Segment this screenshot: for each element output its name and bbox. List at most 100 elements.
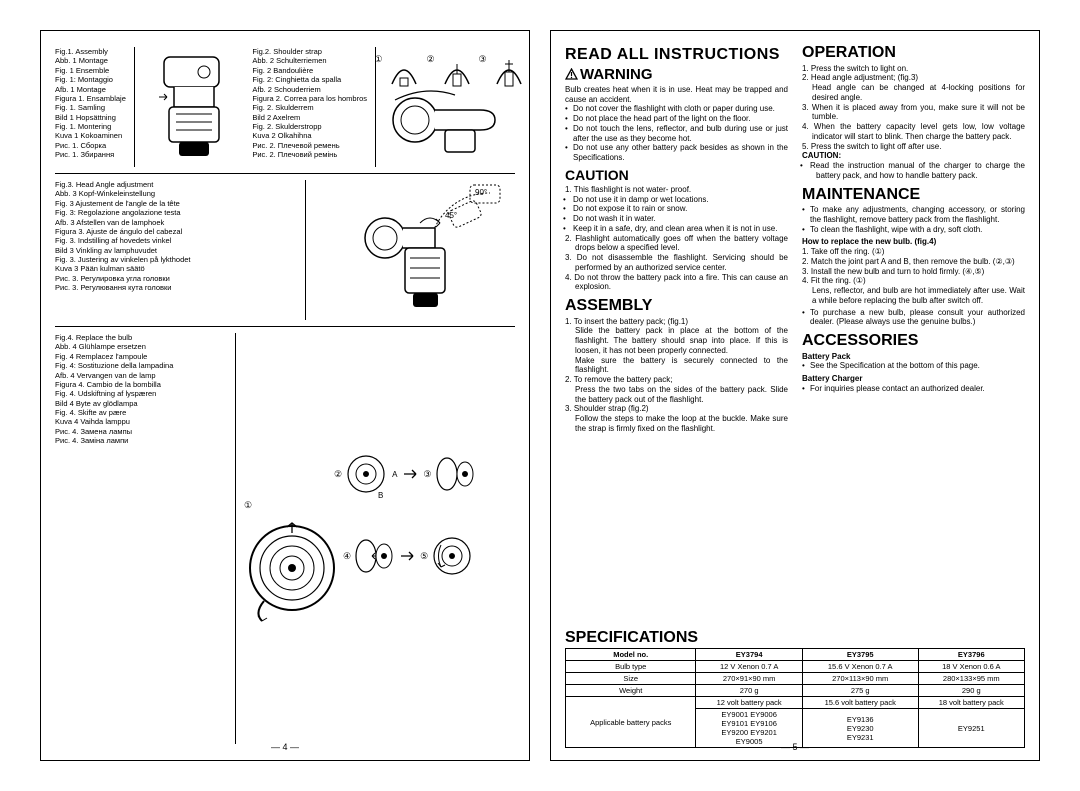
caption-line: Kuva 2 Olkahihna <box>252 131 367 140</box>
angle-45: 45° <box>445 211 457 220</box>
list-sub-item: Do not expose it to rain or snow. <box>565 204 788 214</box>
list-item: 3. Install the new bulb and turn to hold… <box>802 267 1025 277</box>
caption-line: Kuva 1 Kokoaminen <box>55 131 126 140</box>
caption-line: Fig. 3: Regolazione angolazione testa <box>55 208 297 217</box>
fig1-diagram <box>134 47 244 167</box>
caption-line: Afb. 3 Afstellen van de lamphoek <box>55 218 297 227</box>
caption-line: Fig. 3 Ajustement de l'angle de la tête <box>55 199 297 208</box>
list-item: 4. When the battery capacity level gets … <box>802 122 1025 142</box>
caption-line: Fig. 1: Montaggio <box>55 75 126 84</box>
warning-heading: WARNING <box>565 66 788 84</box>
caution-list: 1. This flashlight is not water- proof.D… <box>565 185 788 292</box>
fig4-captions: Fig.4. Replace the bulbAbb. 4 Glühlampe … <box>55 333 227 744</box>
list-item: 4. Fit the ring. (①) <box>802 276 1025 286</box>
caption-line: Abb. 1 Montage <box>55 56 126 65</box>
list-item: 1. Take off the ring. (①) <box>802 247 1025 257</box>
warning-b4: Do not use any other battery pack beside… <box>565 143 788 163</box>
caption-line: Fig. 4. Skifte av pære <box>55 408 227 417</box>
caption-line: Afb. 2 Schouderriem <box>252 85 367 94</box>
fig3-row: Fig.3. Head Angle adjustmentAbb. 3 Kopf-… <box>55 173 515 324</box>
th-3: EY3796 <box>918 649 1024 661</box>
caption-line: Fig. 2: Cinghietta da spalla <box>252 75 367 84</box>
list-item: 2. Match the joint part A and B, then re… <box>802 257 1025 267</box>
caption-line: Bild 3 Vinkling av lamphuvudet <box>55 246 297 255</box>
caption-line: Рис. 3. Регулировка угла головки <box>55 274 297 283</box>
spec-heading: SPECIFICATIONS <box>565 629 1025 647</box>
warning-b3: Do not touch the lens, reflector, and bu… <box>565 124 788 144</box>
warning-b1: Do not cover the flashlight with cloth o… <box>565 104 788 114</box>
caption-line: Fig.2. Shoulder strap <box>252 47 367 56</box>
circled-3: ③ <box>479 54 487 88</box>
page-right: READ ALL INSTRUCTIONS WARNING Bulb creat… <box>550 30 1040 761</box>
caption-line: Рис. 2. Плечовий ремінь <box>252 150 367 159</box>
label-b: B <box>378 491 383 500</box>
fig4-row: Fig.4. Replace the bulbAbb. 4 Glühlampe … <box>55 326 515 748</box>
acc-bp-text: See the Specification at the bottom of t… <box>802 361 1025 371</box>
op-caution-text: Read the instruction manual of the charg… <box>802 161 1025 181</box>
caption-line: Abb. 3 Kopf-Winkeleinstellung <box>55 189 297 198</box>
warning-icon <box>565 68 578 80</box>
caption-line: Fig. 2. Skulderstropp <box>252 122 367 131</box>
maintenance-heading: MAINTENANCE <box>802 185 1025 205</box>
circ-4: ④ <box>343 551 351 562</box>
caption-line: Bild 1 Hopsättning <box>55 113 126 122</box>
caption-line: Рис. 2. Плечевой ремень <box>252 141 367 150</box>
caption-line: Fig. 4 Remplacez l'ampoule <box>55 352 227 361</box>
assembly-heading: ASSEMBLY <box>565 296 788 316</box>
right-col-1: READ ALL INSTRUCTIONS WARNING Bulb creat… <box>565 43 788 621</box>
caption-line: Fig. 3. Indstilling af hovedets vinkel <box>55 236 297 245</box>
fig1-fig2-row: Fig.1. AssemblyAbb. 1 MontageFig. 1 Ense… <box>55 43 515 171</box>
maint-b1: To make any adjustments, changing access… <box>802 205 1025 225</box>
read-all-heading: READ ALL INSTRUCTIONS <box>565 45 788 65</box>
warning-title-text: WARNING <box>580 66 653 83</box>
caption-line: Рис. 4. Замена лампы <box>55 427 227 436</box>
spec-section: SPECIFICATIONS Model no. EY3794 EY3795 E… <box>565 627 1025 748</box>
circ-3: ③ <box>423 469 431 480</box>
op-caution-label: CAUTION: <box>802 151 841 160</box>
caption-line: Fig. 1. Samling <box>55 103 126 112</box>
bulb-title: How to replace the new bulb. (fig.4) <box>802 237 936 246</box>
caption-line: Fig. 2 Bandoulière <box>252 66 367 75</box>
caption-line: Figura 2. Correa para los hombros <box>252 94 367 103</box>
page-spread: Fig.1. AssemblyAbb. 1 MontageFig. 1 Ense… <box>40 30 1040 761</box>
list-item: 3. Shoulder strap (fig.2) <box>565 404 788 414</box>
assembly-list: 1. To insert the battery pack; (fig.1)Sl… <box>565 317 788 434</box>
circ-2: ② <box>334 469 342 480</box>
acc-bp-title: Battery Pack <box>802 352 850 361</box>
list-sub-item: Do not wash it in water. <box>565 214 788 224</box>
caption-line: Figura 3. Ajuste de ángulo del cabezal <box>55 227 297 236</box>
caption-line: Bild 2 Axelrem <box>252 113 367 122</box>
caption-line: Abb. 4 Glühlampe ersetzen <box>55 342 227 351</box>
operation-list: 1. Press the switch to light on.2. Head … <box>802 64 1025 152</box>
list-sub-item: Keep it in a safe, dry, and clean area w… <box>565 224 788 234</box>
fig2-flashlight <box>385 90 515 160</box>
list-item: 3. Do not disassemble the flashlight. Se… <box>565 253 788 273</box>
list-item: 5. Press the switch to light off after u… <box>802 142 1025 152</box>
caption-line: Fig. 4: Sostituzione della lampadina <box>55 361 227 370</box>
list-cont: Head angle can be changed at 4-locking p… <box>802 83 1025 103</box>
caption-line: Fig. 2. Skulderrem <box>252 103 367 112</box>
caption-line: Figura 1. Ensamblaje <box>55 94 126 103</box>
accessories-heading: ACCESSORIES <box>802 331 1025 351</box>
label-a: A <box>390 470 399 479</box>
warning-b2: Do not place the head part of the light … <box>565 114 788 124</box>
th-2: EY3795 <box>802 649 918 661</box>
operation-heading: OPERATION <box>802 43 1025 63</box>
fig2-captions: Fig.2. Shoulder strapAbb. 2 Schulterriem… <box>252 47 367 167</box>
list-cont: Press the two tabs on the sides of the b… <box>565 385 788 405</box>
caption-line: Рис. 1. Збирання <box>55 150 126 159</box>
caption-line: Afb. 1 Montage <box>55 85 126 94</box>
circled-2: ② <box>426 54 434 88</box>
maint-b2: To clean the flashlight, wipe with a dry… <box>802 225 1025 235</box>
page-num-right: — 5 — <box>781 742 809 752</box>
caption-line: Bild 4 Byte av glödlampa <box>55 399 227 408</box>
caption-line: Рис. 4. Заміна лампи <box>55 436 227 445</box>
caption-line: Kuva 3 Pään kulman säätö <box>55 264 297 273</box>
list-item: 4. Do not throw the battery pack into a … <box>565 273 788 293</box>
list-item: 2. To remove the battery pack; <box>565 375 788 385</box>
caption-line: Figura 4. Cambio de la bombilla <box>55 380 227 389</box>
list-item: 2. Head angle adjustment; (fig.3) <box>802 73 1025 83</box>
table-row: Size270×91×90 mm270×113×90 mm280×133×95 … <box>566 673 1025 685</box>
right-col-2: OPERATION 1. Press the switch to light o… <box>802 43 1025 621</box>
bulb-steps: 1. Take off the ring. (①)2. Match the jo… <box>802 247 1025 306</box>
